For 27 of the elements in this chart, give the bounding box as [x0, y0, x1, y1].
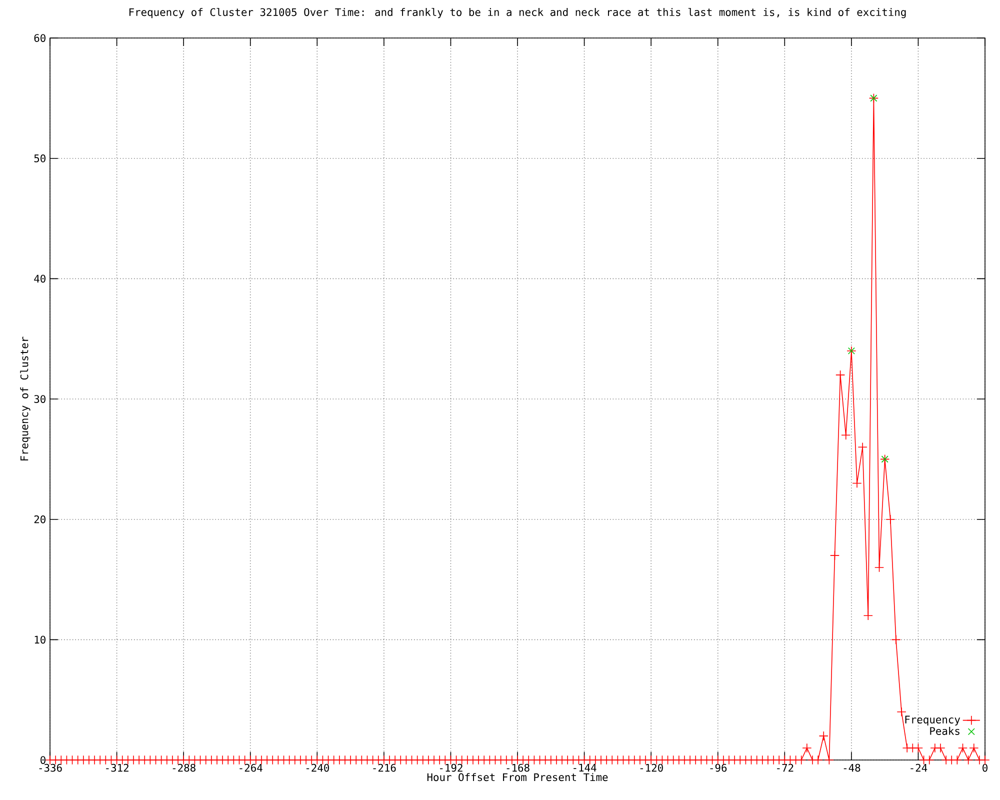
y-tick-label: 10 [34, 636, 46, 644]
x-axis-title: Hour Offset From Present Time [427, 773, 608, 782]
x-tick-label: -216 [373, 764, 396, 772]
x-tick-label: -96 [710, 764, 727, 772]
legend-label: Frequency [905, 716, 960, 726]
chart-title: Frequency of Cluster 321005 Over Time: and frankly to be in a neck and neck race at this last moment is, is kind of exciting [129, 8, 906, 18]
x-tick-label: -336 [39, 764, 62, 772]
x-tick-label: -240 [306, 764, 329, 772]
x-tick-label: -312 [106, 764, 128, 772]
y-tick-label: 50 [34, 154, 46, 162]
y-tick-label: 40 [34, 274, 46, 283]
y-tick-label: 20 [34, 515, 46, 524]
legend-label: Peaks [930, 726, 960, 735]
x-tick-label: -120 [640, 764, 663, 772]
y-axis-title: Frequency of Cluster [20, 336, 30, 460]
x-tick-label: -168 [506, 764, 530, 772]
x-tick-label: 0 [982, 764, 988, 772]
y-tick-label: 60 [34, 34, 46, 42]
x-tick-label: -288 [172, 764, 196, 772]
x-tick-label: -264 [240, 764, 262, 772]
y-tick-label: 30 [34, 395, 46, 403]
y-tick-label: 0 [40, 756, 46, 764]
x-tick-label: -48 [844, 764, 860, 772]
x-tick-label: -192 [440, 764, 462, 772]
x-tick-label: -144 [574, 764, 596, 772]
x-tick-label: -72 [777, 764, 794, 772]
x-tick-label: -24 [910, 764, 928, 772]
